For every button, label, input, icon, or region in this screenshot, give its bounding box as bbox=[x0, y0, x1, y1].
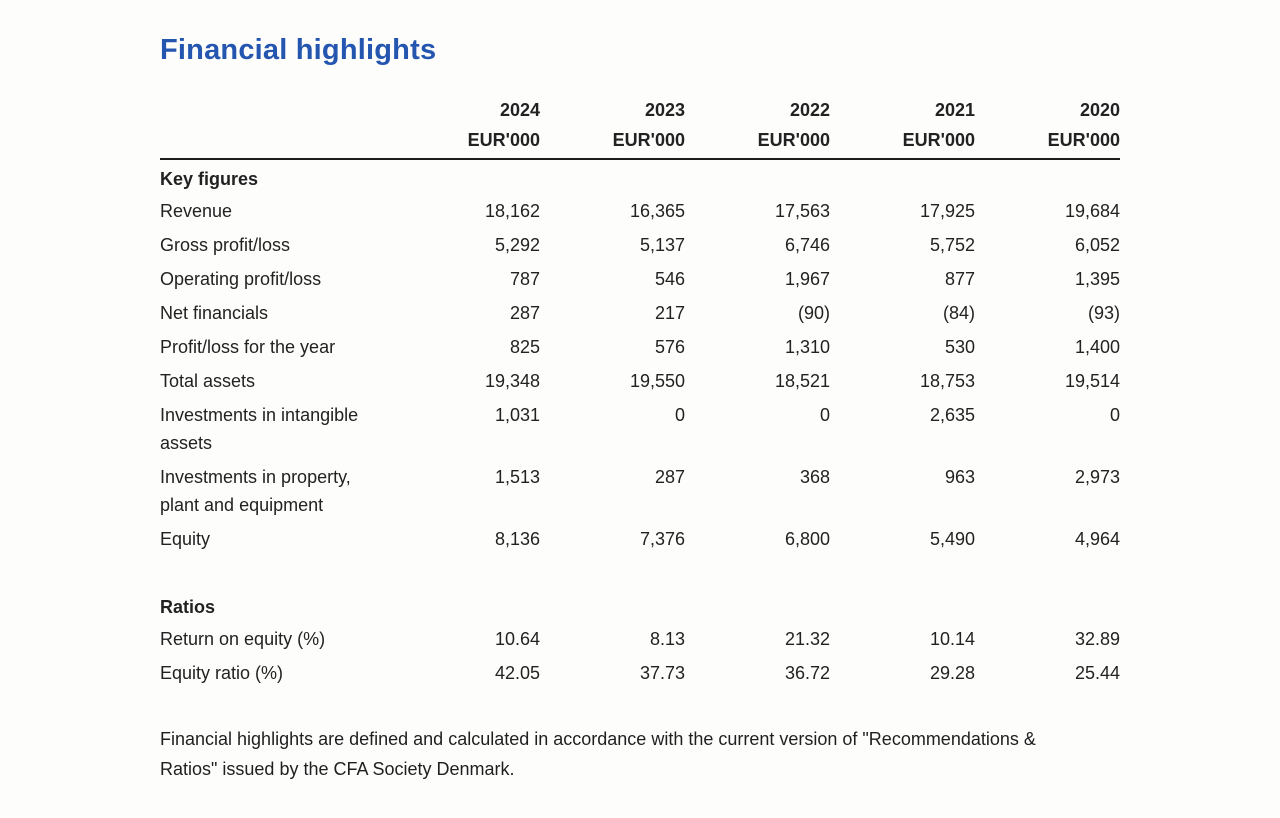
cell-value: 5,137 bbox=[639, 235, 685, 255]
cell-value: 2,635 bbox=[929, 405, 975, 425]
cell-value: 17,563 bbox=[774, 201, 830, 221]
row-label: Return on equity (%) bbox=[160, 629, 326, 649]
table-body: Key figures Revenue 18,162 16,365 17,563 17,9… bbox=[160, 160, 1120, 690]
table-row: Operating profit/loss 787 546 1,967 877 1,395 bbox=[160, 262, 1120, 296]
cell-value: 36.72 bbox=[784, 663, 830, 683]
unit-header-cell: EUR'000 bbox=[757, 130, 830, 150]
cell-value: 5,752 bbox=[929, 235, 975, 255]
table-row: Profit/loss for the year 825 576 1,310 530 1,… bbox=[160, 330, 1120, 364]
table-row: Investments in intangible assets 1,031 0 0 2… bbox=[160, 398, 1120, 460]
cell-value: 530 bbox=[944, 337, 975, 357]
cell-value: (93) bbox=[1087, 303, 1120, 323]
cell-value: 576 bbox=[654, 337, 685, 357]
cell-value: 787 bbox=[509, 269, 540, 289]
row-label: Profit/loss for the year bbox=[160, 337, 336, 357]
cell-value: 5,490 bbox=[929, 529, 975, 549]
header-divider-line bbox=[160, 158, 1120, 160]
row-label: Equity bbox=[160, 529, 211, 549]
cell-value: 19,684 bbox=[1064, 201, 1120, 221]
cell-value: 0 bbox=[819, 405, 830, 425]
cell-value: 42.05 bbox=[494, 663, 540, 683]
year-header-cell: 2021 bbox=[934, 100, 975, 120]
cell-value: 1,395 bbox=[1074, 269, 1120, 289]
unit-header-cell: EUR'000 bbox=[902, 130, 975, 150]
section-header: Key figures bbox=[160, 169, 259, 189]
year-header-cell: 2024 bbox=[499, 100, 540, 120]
cell-value: 546 bbox=[654, 269, 685, 289]
cell-value: 10.64 bbox=[494, 629, 540, 649]
cell-value: 29.28 bbox=[929, 663, 975, 683]
cell-value: 8,136 bbox=[494, 529, 540, 549]
cell-value: 8.13 bbox=[649, 629, 685, 649]
unit-header-cell: EUR'000 bbox=[467, 130, 540, 150]
unit-header-row: EUR'000 EUR'000 EUR'000 EUR'000 EUR'000 bbox=[160, 125, 1120, 155]
table-row: Total assets 19,348 19,550 18,521 18,753 19,5… bbox=[160, 364, 1120, 398]
cell-value: 10.14 bbox=[929, 629, 975, 649]
cell-value: 19,550 bbox=[629, 371, 685, 391]
cell-value: 1,513 bbox=[494, 467, 540, 487]
cell-value: 37.73 bbox=[639, 663, 685, 683]
year-header-cell: 2022 bbox=[789, 100, 830, 120]
cell-value: 7,376 bbox=[639, 529, 685, 549]
table-row: Return on equity (%) 10.64 8.13 21.32 10.14 3… bbox=[160, 622, 1120, 656]
unit-header-cell: EUR'000 bbox=[1047, 130, 1120, 150]
cell-value: 6,800 bbox=[784, 529, 830, 549]
cell-value: 4,964 bbox=[1074, 529, 1120, 549]
cell-value: 5,292 bbox=[494, 235, 540, 255]
cell-value: 287 bbox=[509, 303, 540, 323]
page-title: Financial highlights bbox=[160, 34, 437, 66]
year-header-cell: 2020 bbox=[1079, 100, 1120, 120]
cell-value: 21.32 bbox=[784, 629, 830, 649]
table-row: Gross profit/loss 5,292 5,137 6,746 5,752 6,0… bbox=[160, 228, 1120, 262]
table-row: Equity ratio (%) 42.05 37.73 36.72 29.28 25.4… bbox=[160, 656, 1120, 690]
year-header-cell: 2023 bbox=[644, 100, 685, 120]
row-label: Investments in intangible assets bbox=[160, 405, 359, 453]
financial-highlights-table: 2024 2023 2022 2021 2020 EUR'000 EUR'000 EUR'0… bbox=[160, 95, 1120, 690]
cell-value: 287 bbox=[654, 467, 685, 487]
cell-value: (84) bbox=[942, 303, 975, 323]
cell-value: 25.44 bbox=[1074, 663, 1120, 683]
cell-value: 16,365 bbox=[629, 201, 685, 221]
row-label: Gross profit/loss bbox=[160, 235, 291, 255]
row-label: Total assets bbox=[160, 371, 256, 391]
cell-value: 1,400 bbox=[1074, 337, 1120, 357]
unit-header-cell: EUR'000 bbox=[612, 130, 685, 150]
cell-value: 6,746 bbox=[784, 235, 830, 255]
cell-value: 1,310 bbox=[784, 337, 830, 357]
cell-value: (90) bbox=[797, 303, 830, 323]
cell-value: 825 bbox=[509, 337, 540, 357]
cell-value: 2,973 bbox=[1074, 467, 1120, 487]
cell-value: 18,162 bbox=[484, 201, 540, 221]
year-header-row: 2024 2023 2022 2021 2020 bbox=[160, 95, 1120, 125]
cell-value: 17,925 bbox=[919, 201, 975, 221]
footnote-text: Financial highlights are defined and cal… bbox=[160, 729, 1036, 779]
cell-value: 0 bbox=[674, 405, 685, 425]
table-row: Equity 8,136 7,376 6,800 5,490 4,964 bbox=[160, 522, 1120, 556]
cell-value: 19,348 bbox=[484, 371, 540, 391]
table-row: Investments in property, plant and equip… bbox=[160, 460, 1120, 522]
cell-value: 18,521 bbox=[774, 371, 830, 391]
cell-value: 877 bbox=[944, 269, 975, 289]
section-header: Ratios bbox=[160, 597, 216, 617]
cell-value: 18,753 bbox=[919, 371, 975, 391]
row-label: Operating profit/loss bbox=[160, 269, 322, 289]
table-row: Revenue 18,162 16,365 17,563 17,925 19,684 bbox=[160, 194, 1120, 228]
cell-value: 0 bbox=[1109, 405, 1120, 425]
row-label: Revenue bbox=[160, 201, 233, 221]
cell-value: 6,052 bbox=[1074, 235, 1120, 255]
cell-value: 1,031 bbox=[494, 405, 540, 425]
cell-value: 368 bbox=[799, 467, 830, 487]
cell-value: 217 bbox=[654, 303, 685, 323]
cell-value: 963 bbox=[944, 467, 975, 487]
cell-value: 1,967 bbox=[784, 269, 830, 289]
row-label: Equity ratio (%) bbox=[160, 663, 284, 683]
cell-value: 32.89 bbox=[1074, 629, 1120, 649]
row-label: Investments in property, plant and equip… bbox=[160, 467, 351, 515]
row-label: Net financials bbox=[160, 303, 269, 323]
table-row: Net financials 287 217 (90) (84) (93) bbox=[160, 296, 1120, 330]
cell-value: 19,514 bbox=[1064, 371, 1120, 391]
